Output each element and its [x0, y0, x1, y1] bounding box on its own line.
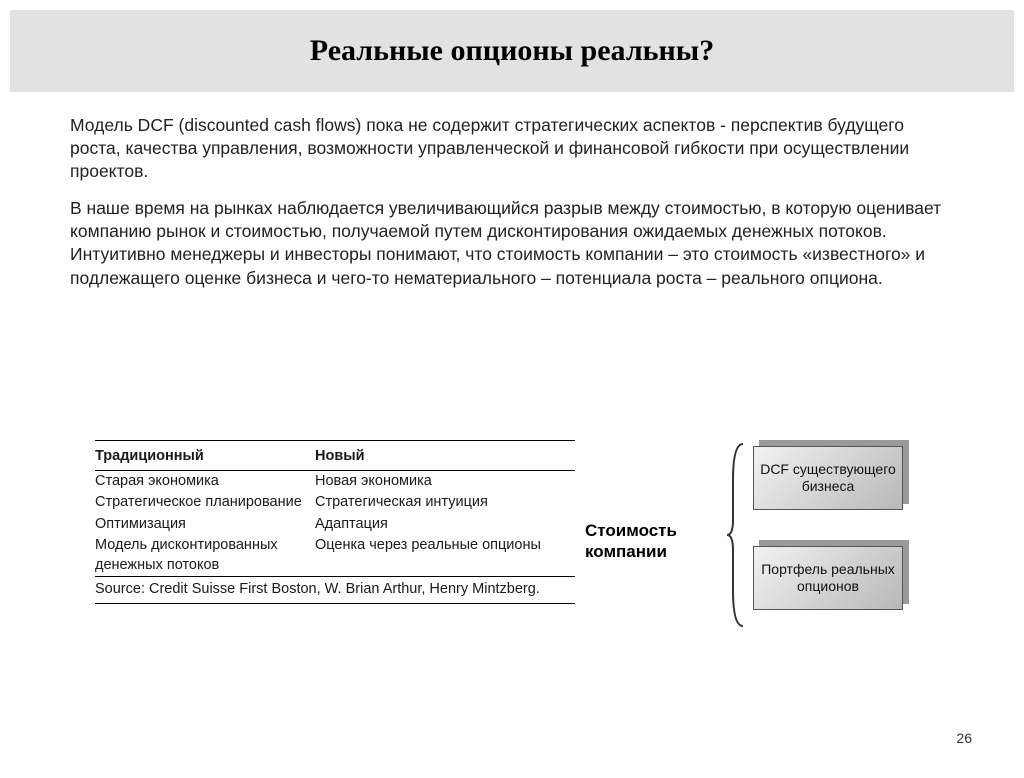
- title-bar: Реальные опционы реальны?: [10, 10, 1014, 92]
- body-content: Модель DCF (discounted cash flows) пока …: [0, 92, 1024, 290]
- paragraph-1: Модель DCF (discounted cash flows) пока …: [70, 114, 954, 183]
- box-dcf: DCF существующего бизнеса: [753, 440, 909, 510]
- table-row: Модель дисконтированных денежных потоков…: [95, 535, 575, 576]
- th-new: Новый: [315, 447, 575, 467]
- box-options: Портфель реальных опционов: [753, 540, 909, 610]
- brace-icon: [725, 440, 747, 630]
- value-boxes: DCF существующего бизнеса Портфель реаль…: [753, 440, 909, 610]
- slide-title: Реальные опционы реальны?: [310, 34, 714, 68]
- paragraph-2: В наше время на рынках наблюдается увели…: [70, 197, 954, 289]
- table-row: Старая экономика Новая экономика: [95, 471, 575, 493]
- lower-section: Традиционный Новый Старая экономика Нова…: [95, 440, 984, 630]
- box-dcf-label: DCF существующего бизнеса: [753, 446, 903, 510]
- table-row: Оптимизация Адаптация: [95, 514, 575, 536]
- company-value-label: Стоимость компании: [585, 520, 725, 563]
- table-row: Стратегическое планирование Стратегическ…: [95, 492, 575, 514]
- comparison-table: Традиционный Новый Старая экономика Нова…: [95, 440, 575, 604]
- th-traditional: Традиционный: [95, 447, 315, 467]
- table-source: Source: Credit Suisse First Boston, W. B…: [95, 576, 575, 604]
- box-options-label: Портфель реальных опционов: [753, 546, 903, 610]
- page-number: 26: [956, 730, 972, 746]
- table-header: Традиционный Новый: [95, 445, 575, 471]
